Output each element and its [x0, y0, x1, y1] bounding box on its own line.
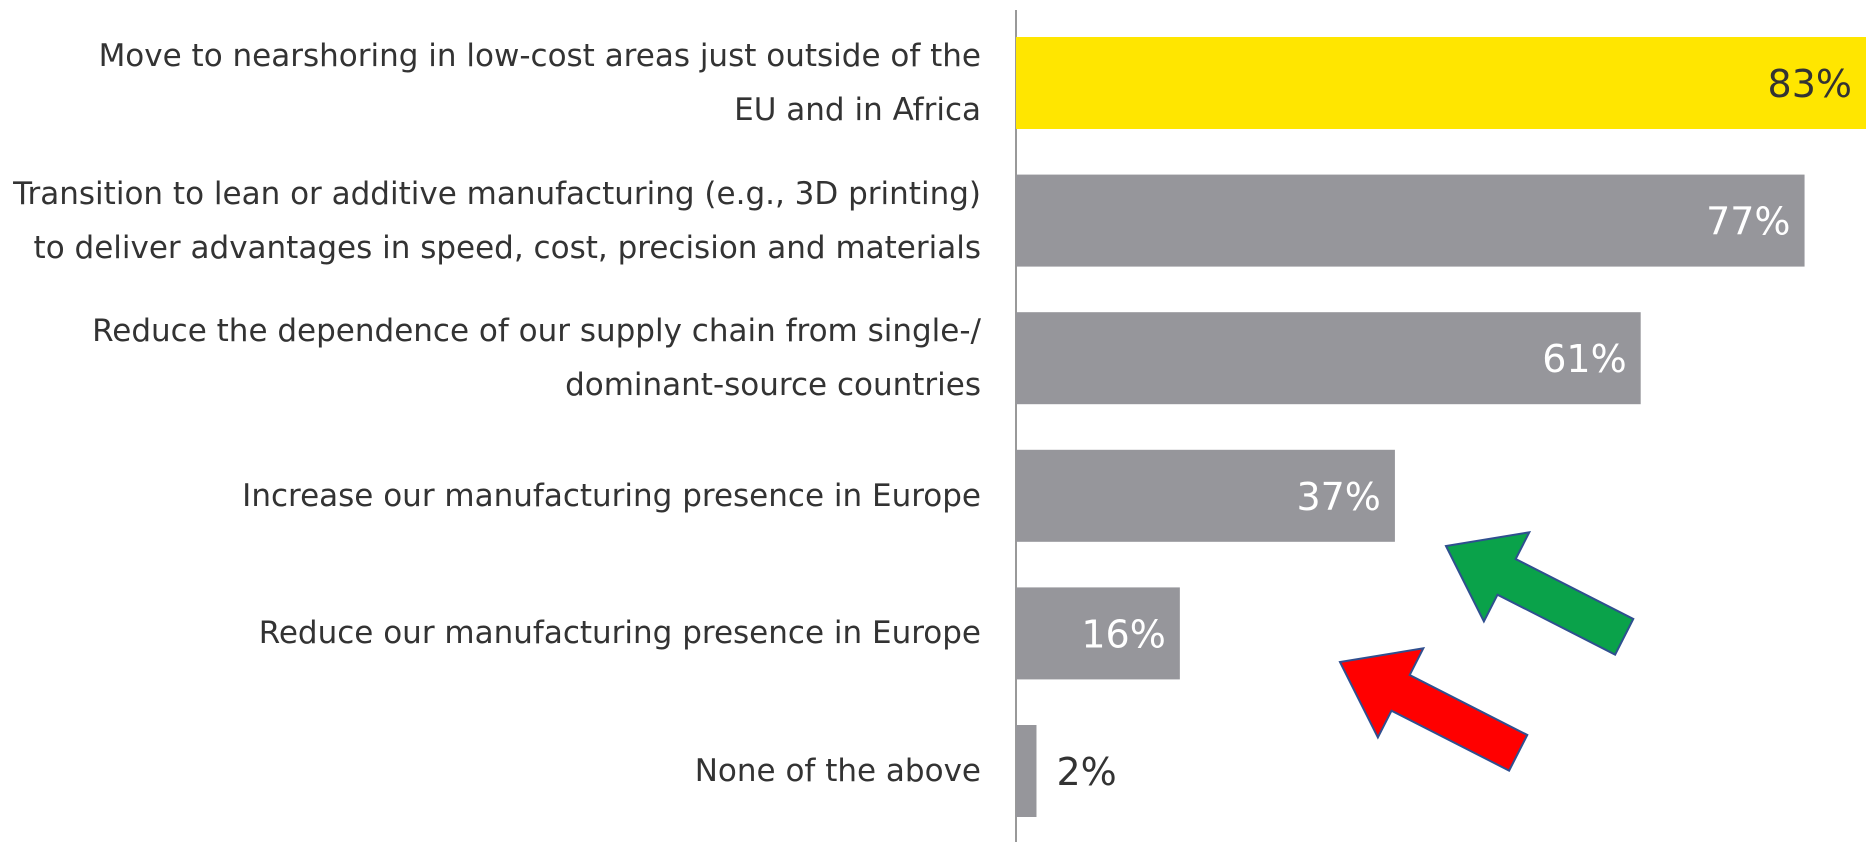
bar-4	[1016, 587, 1180, 680]
value-label-3: 37%	[1296, 475, 1380, 519]
value-label-4: 16%	[1081, 612, 1165, 656]
category-label-2: Reduce the dependence of our supply chai…	[0, 304, 981, 412]
category-label-3: Increase our manufacturing presence in E…	[0, 469, 981, 523]
category-label-line: Increase our manufacturing presence in E…	[242, 477, 981, 514]
category-label-line: Move to nearshoring in low-cost areas ju…	[98, 38, 981, 74]
value-label-2: 61%	[1542, 337, 1626, 381]
category-label-1: Transition to lean or additive manufactu…	[0, 167, 981, 275]
category-label-line: EU and in Africa	[734, 92, 981, 128]
bar-0	[1016, 37, 1866, 129]
value-label-0: 83%	[1768, 62, 1852, 106]
bar-1	[1016, 174, 1805, 267]
bar-2	[1016, 312, 1641, 405]
red-arrow-icon	[1338, 647, 1529, 772]
category-label-line: Reduce the dependence of our supply chai…	[92, 313, 981, 350]
category-label-line: Reduce our manufacturing presence in Eur…	[258, 615, 981, 652]
value-label-5: 2%	[1056, 750, 1116, 794]
category-label-4: Reduce our manufacturing presence in Eur…	[0, 606, 981, 660]
category-label-line: to deliver advantages in speed, cost, pr…	[33, 229, 981, 266]
bar-3	[1016, 449, 1395, 542]
category-label-line: None of the above	[694, 753, 981, 789]
bar-5	[1016, 725, 1037, 817]
value-label-1: 77%	[1706, 200, 1790, 244]
category-label-0: Move to nearshoring in low-cost areas ju…	[0, 29, 981, 137]
category-label-line: dominant-source countries	[565, 367, 981, 404]
green-arrow-icon	[1444, 531, 1635, 656]
category-label-line: Transition to lean or additive manufactu…	[13, 175, 981, 212]
category-label-5: None of the above	[0, 744, 981, 798]
